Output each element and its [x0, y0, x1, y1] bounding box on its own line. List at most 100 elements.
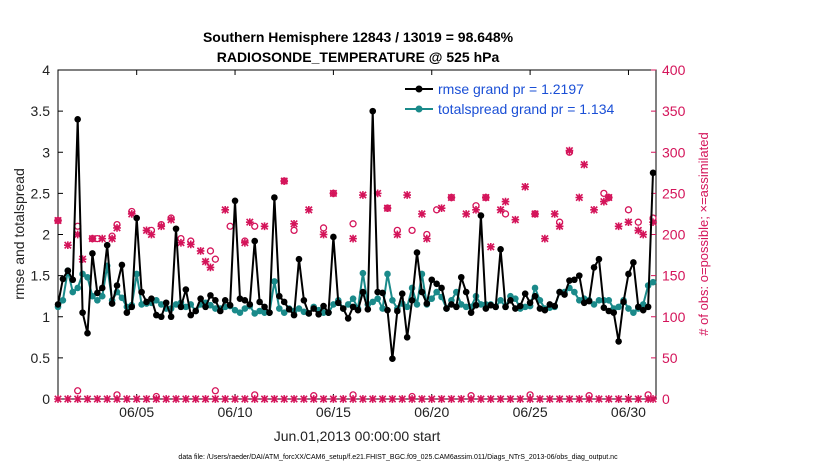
totalspread-point	[374, 295, 381, 302]
obs-assimilated-point	[142, 226, 151, 235]
rmse-point	[162, 299, 170, 307]
obs-assimilated-point	[393, 230, 402, 239]
obs-assimilated-point	[437, 395, 446, 403]
rmse-point	[89, 250, 96, 257]
rmse-point	[620, 298, 627, 306]
rmse-point	[374, 288, 381, 296]
obs-assimilated-point	[152, 395, 161, 403]
rmse-point	[526, 299, 534, 307]
series-layer	[54, 107, 657, 362]
totalspread-point	[403, 303, 411, 311]
totalspread-point	[521, 303, 529, 311]
y-right-tick-label: 150	[662, 268, 686, 284]
rmse-point	[492, 303, 499, 311]
obs-possible-point	[206, 247, 215, 255]
rmse-point	[172, 225, 180, 233]
rmse-point	[187, 311, 195, 319]
obs-assimilated-point	[521, 182, 530, 191]
obs-assimilated-point	[88, 234, 97, 243]
obs-assimilated-point	[191, 395, 200, 403]
obs-assimilated-point	[541, 234, 549, 243]
obs-assimilated-point	[211, 395, 220, 403]
y-right-tick-label: 0	[662, 391, 670, 407]
rmse-point	[251, 237, 259, 245]
obs-assimilated-point	[486, 395, 495, 403]
rmse-point	[413, 249, 421, 256]
obs-possible-point	[74, 387, 82, 395]
rmse-point	[310, 305, 318, 312]
y-right-tick-label: 300	[662, 144, 686, 160]
rmse-point	[497, 246, 504, 253]
obs-assimilated-point	[506, 395, 515, 403]
totalspread-point	[138, 301, 145, 308]
obs-assimilated-point	[73, 230, 82, 239]
rmse-point	[335, 299, 342, 307]
rmse-point	[108, 300, 116, 307]
obs-assimilated-point	[496, 395, 505, 403]
totalspread-point	[649, 278, 657, 286]
legend-rmse-label: rmse grand pr = 1.2197	[438, 81, 584, 97]
totalspread-point	[428, 295, 436, 302]
rmse-point	[94, 289, 101, 297]
rmse-point	[271, 194, 278, 201]
obs-assimilated-point	[595, 395, 603, 403]
y-right-tick-label: 200	[662, 227, 686, 243]
obs-assimilated-point	[319, 230, 328, 239]
rmse-point	[394, 307, 401, 315]
rmse-point	[467, 309, 475, 316]
obs-assimilated-point	[649, 395, 657, 403]
totalspread-point	[241, 305, 249, 312]
totalspread-point	[389, 297, 396, 304]
totalspread-point	[477, 301, 485, 308]
y-axis-label: rmse and totalspread	[11, 168, 27, 300]
rmse-point	[79, 309, 86, 316]
obs-assimilated-point	[54, 395, 62, 403]
rmse-point	[639, 306, 647, 314]
obs-possible-point	[501, 210, 510, 218]
rmse-point	[98, 284, 106, 292]
y-tick-label: 3	[42, 144, 50, 160]
obs-assimilated-point	[644, 395, 652, 403]
rmse-point	[649, 169, 657, 177]
rmse-point	[590, 264, 598, 271]
obs-assimilated-point	[496, 205, 505, 214]
obs-assimilated-point	[123, 395, 131, 403]
rmse-point	[364, 306, 372, 313]
x-tick-label: 06/15	[316, 404, 351, 420]
obs-assimilated-point	[555, 395, 564, 403]
rmse-point	[123, 309, 131, 316]
rmse-point	[418, 288, 426, 296]
rmse-point	[482, 305, 490, 312]
rmse-point	[266, 309, 273, 316]
obs-assimilated-point	[339, 395, 348, 403]
obs-possible-point	[349, 220, 357, 228]
obs-assimilated-point	[250, 395, 259, 403]
obs-assimilated-point	[531, 210, 539, 218]
rmse-point	[192, 307, 199, 315]
rmse-point	[285, 306, 293, 313]
rmse-point	[320, 302, 327, 310]
totalspread-point	[236, 309, 244, 316]
obs-assimilated-point	[403, 191, 412, 199]
obs-assimilated-point	[206, 263, 215, 272]
rmse-point	[197, 295, 204, 302]
obs-assimilated-point	[565, 395, 574, 403]
obs-assimilated-point	[575, 193, 584, 202]
obs-assimilated-point	[359, 191, 367, 199]
rmse-point	[339, 305, 347, 312]
rmse-point	[585, 297, 593, 305]
totalspread-point	[359, 269, 367, 277]
rmse-point	[566, 277, 573, 284]
totalspread-point	[571, 288, 578, 296]
rmse-point	[359, 288, 367, 296]
rmse-point	[561, 291, 568, 298]
obs-assimilated-point	[388, 395, 397, 403]
x-tick-label: 06/20	[414, 404, 449, 420]
rmse-point	[541, 306, 549, 314]
totalspread-point	[251, 310, 259, 317]
obs-assimilated-point	[93, 395, 102, 403]
obs-assimilated-point	[290, 219, 298, 228]
totalspread-point	[457, 301, 465, 308]
rmse-point	[389, 355, 396, 362]
obs-assimilated-point	[373, 189, 382, 198]
